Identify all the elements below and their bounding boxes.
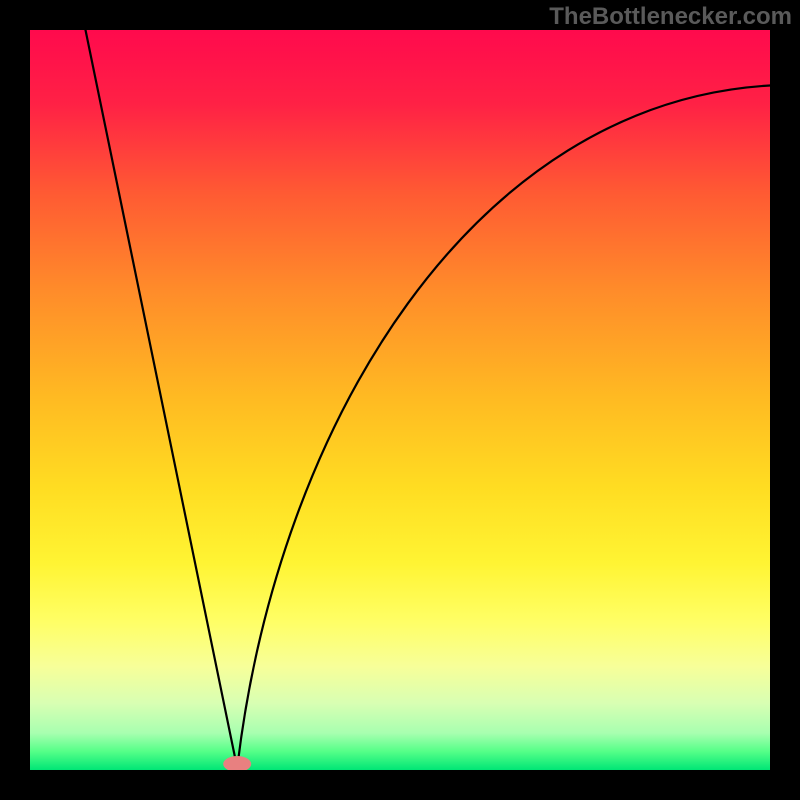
vertex-marker-ellipse (223, 756, 251, 770)
watermark-text: TheBottlenecker.com (549, 3, 792, 31)
plot-gradient-background (30, 30, 770, 770)
vertex-marker (30, 30, 770, 770)
curve-path (86, 30, 771, 768)
bottleneck-curve (30, 30, 770, 770)
chart-root: TheBottlenecker.com (0, 0, 800, 800)
